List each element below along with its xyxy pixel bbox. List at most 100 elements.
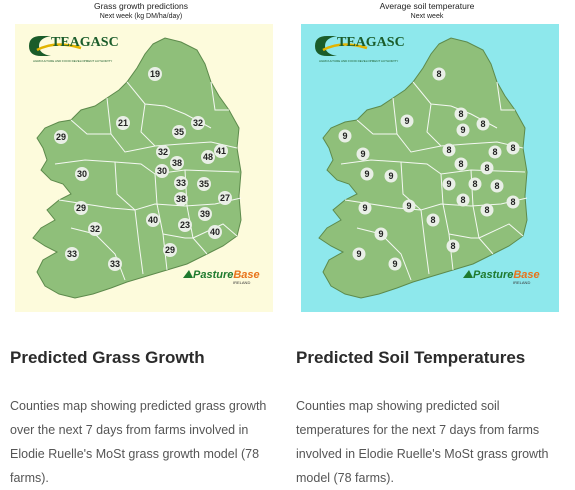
county-value[interactable]: 29 — [54, 130, 68, 144]
county-value[interactable]: 9 — [384, 169, 398, 183]
svg-text:9: 9 — [388, 171, 393, 181]
county-value[interactable]: 8 — [490, 179, 504, 193]
svg-text:33: 33 — [110, 259, 120, 269]
county-value[interactable]: 29 — [163, 243, 177, 257]
county-value[interactable]: 29 — [74, 201, 88, 215]
county-value[interactable]: 30 — [75, 167, 89, 181]
county-value[interactable]: 8 — [432, 67, 446, 81]
soil-map-title: Average soil temperature — [379, 1, 475, 11]
svg-text:48: 48 — [203, 152, 213, 162]
svg-text:35: 35 — [199, 179, 209, 189]
county-value[interactable]: 8 — [506, 141, 520, 155]
county-value[interactable]: 35 — [172, 125, 186, 139]
county-value[interactable]: 38 — [174, 192, 188, 206]
svg-text:29: 29 — [56, 132, 66, 142]
county-value[interactable]: 27 — [218, 191, 232, 205]
county-value[interactable]: 8 — [480, 203, 494, 217]
svg-text:AGRICULTURE AND FOOD DEVELOPME: AGRICULTURE AND FOOD DEVELOPMENT AUTHORI… — [33, 59, 112, 63]
grass-growth-map[interactable]: 19 32 21 35 29 41 32 48 38 30 33 30 35 2… — [15, 24, 273, 312]
svg-text:40: 40 — [210, 227, 220, 237]
svg-text:33: 33 — [67, 249, 77, 259]
svg-text:41: 41 — [216, 146, 226, 156]
svg-text:21: 21 — [118, 118, 128, 128]
svg-text:30: 30 — [157, 166, 167, 176]
county-value[interactable]: 40 — [146, 213, 160, 227]
county-value[interactable]: 30 — [155, 164, 169, 178]
svg-text:23: 23 — [180, 220, 190, 230]
county-value[interactable]: 23 — [178, 218, 192, 232]
svg-text:29: 29 — [165, 245, 175, 255]
county-value[interactable]: 8 — [456, 193, 470, 207]
svg-text:9: 9 — [392, 259, 397, 269]
svg-text:29: 29 — [76, 203, 86, 213]
grass-growth-heading: Predicted Grass Growth — [10, 348, 205, 367]
county-value[interactable]: 9 — [388, 257, 402, 271]
county-value-labels: 19 32 21 35 29 41 32 48 38 30 33 30 35 2… — [54, 67, 232, 271]
county-value[interactable]: 21 — [116, 116, 130, 130]
svg-text:27: 27 — [220, 193, 230, 203]
county-value[interactable]: 48 — [201, 150, 215, 164]
county-value[interactable]: 8 — [476, 117, 490, 131]
svg-text:9: 9 — [356, 249, 361, 259]
county-value[interactable]: 8 — [468, 177, 482, 191]
county-value[interactable]: 8 — [446, 239, 460, 253]
soil-temperature-map[interactable]: 8 8 9 9 8 8 9 8 9 8 8 9 8 9 9 8 8 8 8 9 — [301, 24, 559, 312]
county-value[interactable]: 32 — [88, 222, 102, 236]
svg-text:8: 8 — [494, 181, 499, 191]
county-value[interactable]: 39 — [198, 207, 212, 221]
ireland-landmass — [32, 37, 242, 299]
svg-text:38: 38 — [172, 158, 182, 168]
county-value[interactable]: 8 — [426, 213, 440, 227]
county-value[interactable]: 33 — [65, 247, 79, 261]
county-value[interactable]: 40 — [208, 225, 222, 239]
grass-map-subtitle: Next week (kg DM/ha/day) — [99, 13, 183, 20]
county-value[interactable]: 41 — [214, 144, 228, 158]
svg-text:8: 8 — [492, 147, 497, 157]
county-value[interactable]: 9 — [374, 227, 388, 241]
teagasc-logo: TEAGASC AGRICULTURE AND FOOD DEVELOPMENT… — [315, 35, 405, 63]
svg-text:8: 8 — [458, 159, 463, 169]
county-value-labels: 8 8 9 9 8 8 9 8 9 8 8 9 8 9 9 8 8 8 8 9 — [338, 67, 520, 271]
county-value[interactable]: 9 — [352, 247, 366, 261]
pasturebase-logo: PastureBase IRELAND — [183, 269, 260, 285]
county-value[interactable]: 38 — [170, 156, 184, 170]
svg-text:TEAGASC: TEAGASC — [51, 35, 119, 50]
svg-text:40: 40 — [148, 215, 158, 225]
svg-text:TEAGASC: TEAGASC — [337, 35, 405, 50]
county-value[interactable]: 19 — [148, 67, 162, 81]
svg-text:9: 9 — [446, 179, 451, 189]
county-value[interactable]: 35 — [197, 177, 211, 191]
svg-text:32: 32 — [158, 147, 168, 157]
svg-text:9: 9 — [460, 125, 465, 135]
svg-text:9: 9 — [364, 169, 369, 179]
county-value[interactable]: 8 — [454, 107, 468, 121]
county-value[interactable]: 9 — [338, 129, 352, 143]
county-value[interactable]: 8 — [480, 161, 494, 175]
county-value[interactable]: 9 — [358, 201, 372, 215]
county-value[interactable]: 9 — [442, 177, 456, 191]
county-value[interactable]: 8 — [488, 145, 502, 159]
soil-temperature-description: Counties map showing predicted soil temp… — [296, 399, 549, 485]
county-value[interactable]: 9 — [360, 167, 374, 181]
svg-text:9: 9 — [362, 203, 367, 213]
svg-text:8: 8 — [446, 145, 451, 155]
svg-text:IRELAND: IRELAND — [233, 280, 250, 285]
svg-text:19: 19 — [150, 69, 160, 79]
county-value[interactable]: 9 — [456, 123, 470, 137]
county-value[interactable]: 8 — [442, 143, 456, 157]
svg-text:35: 35 — [174, 127, 184, 137]
ireland-landmass — [318, 37, 528, 299]
county-value[interactable]: 8 — [506, 195, 520, 209]
county-value[interactable]: 32 — [191, 116, 205, 130]
county-value[interactable]: 32 — [156, 145, 170, 159]
county-value[interactable]: 9 — [400, 114, 414, 128]
svg-text:8: 8 — [450, 241, 455, 251]
county-value[interactable]: 33 — [108, 257, 122, 271]
county-value[interactable]: 9 — [356, 147, 370, 161]
grass-map-title: Grass growth predictions — [93, 1, 188, 11]
county-value[interactable]: 9 — [402, 199, 416, 213]
county-value[interactable]: 8 — [454, 157, 468, 171]
svg-text:PastureBase: PastureBase — [193, 269, 260, 281]
svg-text:8: 8 — [430, 215, 435, 225]
county-value[interactable]: 33 — [174, 176, 188, 190]
